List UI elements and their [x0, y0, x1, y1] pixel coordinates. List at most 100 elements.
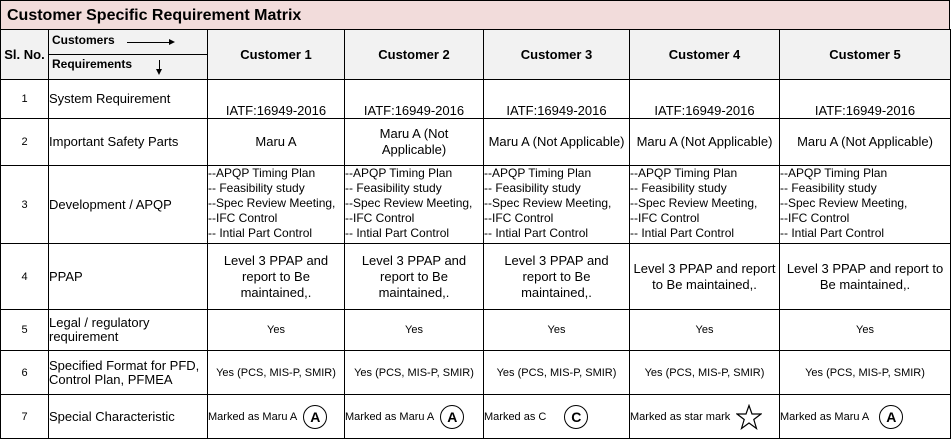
requirement-value: Maru A (Not Applicable) — [344, 118, 484, 166]
apqp-item: -- Intial Part Control — [484, 226, 589, 240]
table-row: 5 Legal / regulatory requirement Yes Yes… — [0, 309, 951, 351]
requirement-label: System Requirement — [48, 79, 208, 119]
requirement-value-text: Level 3 PPAP and report to Be maintained… — [786, 260, 944, 292]
requirement-value: Maru A — [207, 118, 345, 166]
requirement-value: Yes (PCS, MIS-P, SMIR) — [779, 350, 951, 395]
special-characteristic-text: Marked as C — [484, 410, 547, 423]
requirement-value: Yes — [483, 309, 630, 351]
table-row: 7 Special Characteristic Marked as Maru … — [0, 394, 951, 439]
sl-no-header: Sl. No. — [0, 29, 49, 80]
apqp-item: --Spec Review Meeting, — [780, 196, 908, 210]
row-number: 7 — [0, 394, 49, 439]
arrow-down-icon — [156, 60, 162, 75]
title-bar: Customer Specific Requirement Matrix — [0, 0, 950, 30]
apqp-item: --IFC Control — [208, 211, 278, 225]
requirement-label: Important Safety Parts — [48, 118, 208, 166]
special-characteristic-text: Marked as Maru A — [780, 410, 870, 423]
requirement-value-text: Level 3 PPAP and report to Be maintained… — [504, 252, 609, 300]
requirement-value: Yes (PCS, MIS-P, SMIR) — [207, 350, 345, 395]
star-icon — [736, 403, 763, 430]
requirement-value: Level 3 PPAP and report to Be maintained… — [779, 243, 951, 310]
row-number: 1 — [0, 79, 49, 119]
apqp-item: --IFC Control — [630, 211, 700, 225]
special-characteristic-cell: Marked as star mark — [629, 394, 780, 439]
requirement-value: IATF:16949-2016 — [344, 79, 484, 119]
arrow-right-icon — [127, 39, 175, 45]
table-row: 6 Specified Format for PFD, Control Plan… — [0, 350, 951, 395]
header-row: Sl. No. Customers Requirements Customer … — [0, 29, 951, 80]
special-characteristic-text: Marked as Maru A — [345, 410, 435, 423]
requirements-label: Requirements — [52, 57, 133, 71]
requirement-value: IATF:16949-2016 — [207, 79, 345, 119]
requirement-value-text: Maru A (Not Applicable) — [379, 126, 449, 157]
apqp-list: --APQP Timing Plan -- Feasibility study … — [483, 165, 630, 244]
requirement-label: Specified Format for PFD, Control Plan, … — [48, 350, 208, 395]
requirement-value-text: Level 3 PPAP and report to Be maintained… — [223, 252, 329, 300]
apqp-item: --APQP Timing Plan — [780, 166, 888, 181]
apqp-item: -- Feasibility study — [345, 181, 442, 195]
requirement-value: Yes — [629, 309, 780, 351]
requirement-value-text: Level 3 PPAP and report to Be maintained… — [633, 260, 776, 292]
requirement-value: Level 3 PPAP and report to Be maintained… — [483, 243, 630, 310]
requirement-value: Yes — [779, 309, 951, 351]
requirement-value: Yes (PCS, MIS-P, SMIR) — [629, 350, 780, 395]
requirement-value: IATF:16949-2016 — [629, 79, 780, 119]
apqp-item: -- Feasibility study — [780, 181, 877, 195]
apqp-list: --APQP Timing Plan -- Feasibility study … — [207, 165, 345, 244]
row-number: 6 — [0, 350, 49, 395]
customer-header: Customer 4 — [629, 29, 780, 80]
requirement-value: Level 3 PPAP and report to Be maintained… — [344, 243, 484, 310]
special-characteristic-cell: Marked as C C — [483, 394, 630, 439]
special-characteristic-text: Marked as Maru A — [208, 410, 298, 423]
customer-header: Customer 1 — [207, 29, 345, 80]
apqp-item: --Spec Review Meeting, — [630, 196, 758, 210]
sheet-title: Customer Specific Requirement Matrix — [7, 7, 302, 24]
circle-a-icon: A — [440, 404, 465, 429]
apqp-item: -- Intial Part Control — [208, 226, 313, 240]
requirement-label: Development / APQP — [48, 165, 208, 244]
requirement-value: IATF:16949-2016 — [779, 79, 951, 119]
requirement-value: Maru A (Not Applicable) — [483, 118, 630, 166]
apqp-item: --IFC Control — [345, 211, 415, 225]
requirement-label: PPAP — [48, 243, 208, 310]
table-row: 1 System Requirement IATF:16949-2016 IAT… — [0, 79, 951, 119]
row-number: 3 — [0, 165, 49, 244]
requirement-label: Special Characteristic — [48, 394, 208, 439]
special-characteristic-cell: Marked as Maru A A — [207, 394, 345, 439]
special-characteristic-text: Marked as star mark — [630, 410, 731, 423]
requirement-label: Legal / regulatory requirement — [48, 309, 208, 351]
apqp-item: --IFC Control — [484, 211, 554, 225]
apqp-item: --IFC Control — [780, 211, 850, 225]
customers-requirements-header: Customers Requirements — [48, 29, 208, 80]
requirement-value: Level 3 PPAP and report to Be maintained… — [207, 243, 345, 310]
apqp-item: --Spec Review Meeting, — [208, 196, 336, 210]
circle-c-icon: C — [564, 404, 589, 429]
apqp-item: --APQP Timing Plan — [484, 166, 592, 181]
circle-a-icon: A — [303, 404, 328, 429]
apqp-item: --Spec Review Meeting, — [484, 196, 612, 210]
apqp-item: -- Feasibility study — [484, 181, 581, 195]
apqp-item: -- Feasibility study — [208, 181, 305, 195]
requirement-value: Yes — [207, 309, 345, 351]
header-divider — [49, 54, 207, 55]
requirement-value: Maru A (Not Applicable) — [779, 118, 951, 166]
apqp-list: --APQP Timing Plan -- Feasibility study … — [344, 165, 484, 244]
row-number: 2 — [0, 118, 49, 166]
customer-header: Customer 5 — [779, 29, 951, 80]
requirement-matrix-table: Sl. No. Customers Requirements Customer … — [0, 29, 951, 439]
requirement-value-text: Level 3 PPAP and report to Be maintained… — [361, 252, 467, 300]
table-row: 4 PPAP Level 3 PPAP and report to Be mai… — [0, 243, 951, 310]
table-row: 3 Development / APQP --APQP Timing Plan … — [0, 165, 951, 244]
circle-a-icon: A — [879, 404, 904, 429]
requirement-value: Yes (PCS, MIS-P, SMIR) — [483, 350, 630, 395]
row-number: 5 — [0, 309, 49, 351]
apqp-item: -- Intial Part Control — [630, 226, 735, 240]
table-row: 2 Important Safety Parts Maru A Maru A (… — [0, 118, 951, 166]
special-characteristic-cell: Marked as Maru A A — [779, 394, 951, 439]
customer-header: Customer 3 — [483, 29, 630, 80]
requirement-value: IATF:16949-2016 — [483, 79, 630, 119]
apqp-item: -- Feasibility study — [630, 181, 727, 195]
apqp-list: --APQP Timing Plan -- Feasibility study … — [629, 165, 780, 244]
customers-label: Customers — [52, 33, 115, 47]
